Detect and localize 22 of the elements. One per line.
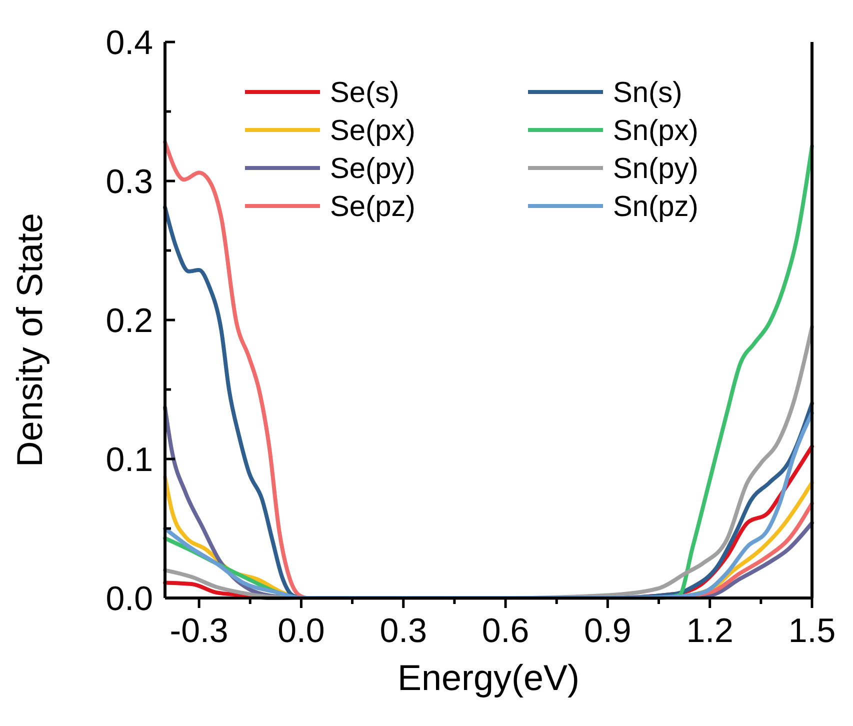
x-axis-title: Energy(eV) bbox=[397, 657, 580, 698]
legend-label: Se(s) bbox=[330, 77, 400, 110]
x-tick-label: 1.2 bbox=[686, 612, 734, 650]
legend-label: Sn(py) bbox=[613, 153, 698, 186]
x-tick-label: 0.3 bbox=[380, 612, 427, 650]
legend-label: Sn(px) bbox=[613, 115, 698, 148]
x-tick-label: 0.0 bbox=[278, 612, 325, 650]
y-tick-label: 0.3 bbox=[106, 162, 153, 201]
x-tick-label: 0.6 bbox=[482, 612, 530, 650]
y-tick-label: 0.0 bbox=[106, 580, 153, 618]
y-tick-label: 0.1 bbox=[106, 440, 153, 479]
x-tick-label: 0.9 bbox=[584, 612, 632, 650]
legend-label: Sn(pz) bbox=[613, 191, 698, 224]
legend-label: Se(px) bbox=[330, 115, 416, 148]
y-tick-label: 0.4 bbox=[106, 24, 153, 62]
y-axis-title: Density of State bbox=[9, 212, 50, 468]
legend-label: Sn(s) bbox=[613, 77, 682, 110]
legend-label: Se(py) bbox=[330, 153, 416, 186]
x-tick-label: -0.3 bbox=[170, 612, 228, 650]
x-tick-label: 1.5 bbox=[788, 612, 836, 650]
legend-label: Se(pz) bbox=[330, 191, 416, 224]
y-tick-label: 0.2 bbox=[106, 302, 153, 340]
